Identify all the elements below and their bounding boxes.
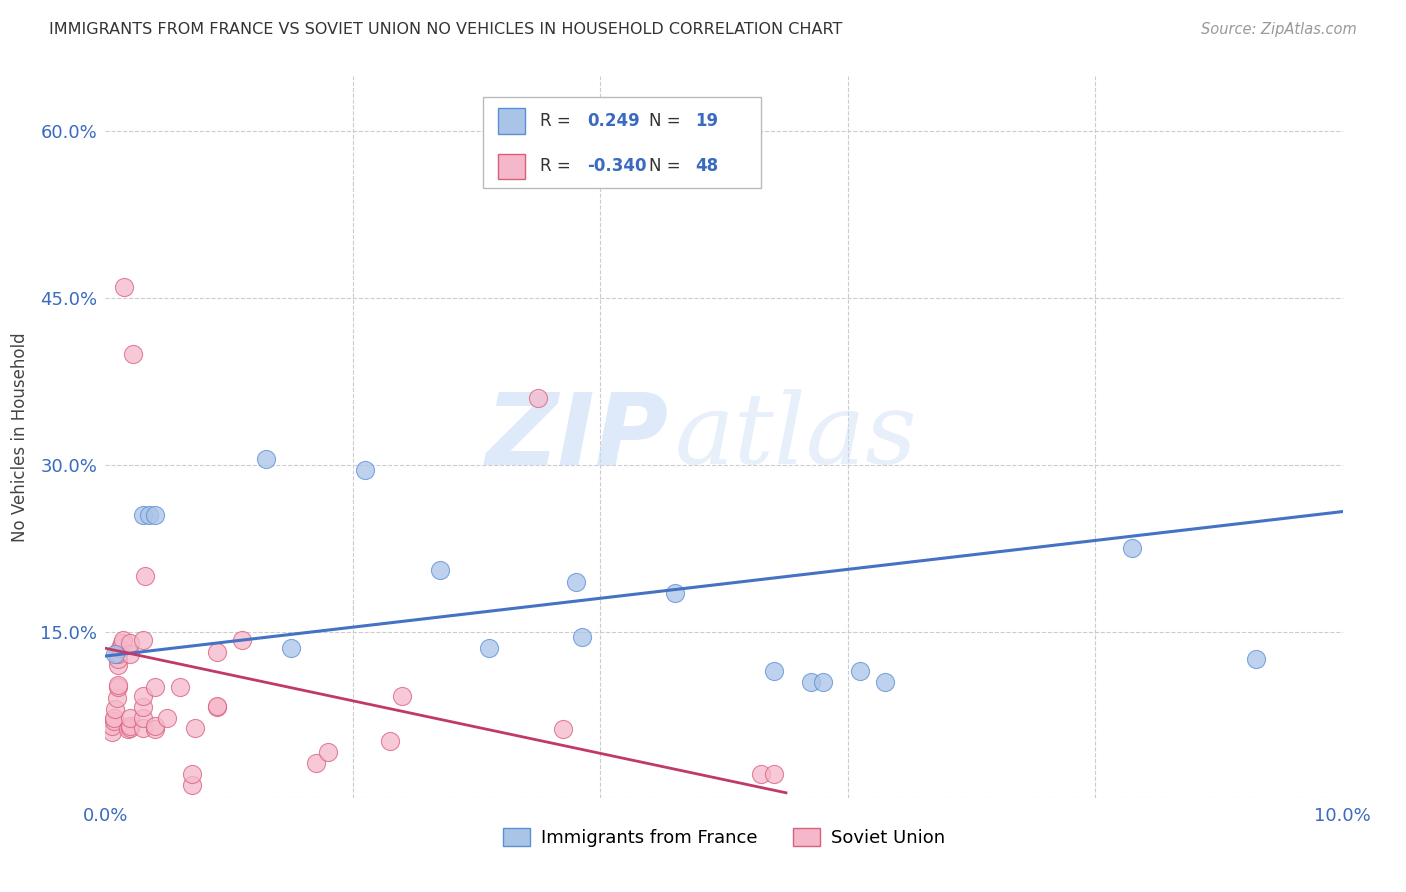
Point xyxy=(111,633,134,648)
Text: ZIP: ZIP xyxy=(485,389,668,485)
Point xyxy=(183,721,205,735)
FancyBboxPatch shape xyxy=(498,153,524,179)
Point xyxy=(1244,652,1267,666)
Point xyxy=(156,711,179,725)
Point xyxy=(762,767,785,781)
Point xyxy=(429,564,451,578)
Point xyxy=(131,633,153,648)
Text: atlas: atlas xyxy=(675,390,917,484)
Point xyxy=(169,680,191,694)
Point xyxy=(305,756,328,770)
Text: IMMIGRANTS FROM FRANCE VS SOVIET UNION NO VEHICLES IN HOUSEHOLD CORRELATION CHAR: IMMIGRANTS FROM FRANCE VS SOVIET UNION N… xyxy=(49,22,842,37)
Point xyxy=(280,641,302,656)
Point xyxy=(254,452,277,467)
Point xyxy=(131,721,153,735)
Legend: Immigrants from France, Soviet Union: Immigrants from France, Soviet Union xyxy=(495,822,953,855)
Text: -0.340: -0.340 xyxy=(586,158,647,176)
Point xyxy=(143,719,166,733)
Text: R =: R = xyxy=(540,112,575,130)
Point xyxy=(553,723,575,737)
Text: 48: 48 xyxy=(696,158,718,176)
Point xyxy=(354,463,377,477)
Point xyxy=(800,674,823,689)
Point xyxy=(103,711,125,725)
Point xyxy=(104,702,127,716)
Point xyxy=(120,647,142,661)
Point xyxy=(120,719,142,733)
Text: N =: N = xyxy=(648,112,686,130)
Point xyxy=(571,630,593,644)
Point xyxy=(143,723,166,737)
Point xyxy=(107,657,129,672)
Point xyxy=(873,674,896,689)
Point xyxy=(664,585,686,599)
Point xyxy=(107,647,129,661)
Point xyxy=(205,699,228,714)
Point xyxy=(143,680,166,694)
Point xyxy=(120,711,142,725)
Point xyxy=(205,645,228,659)
Text: 19: 19 xyxy=(696,112,718,130)
Point xyxy=(181,778,204,792)
Point xyxy=(131,700,153,714)
Point xyxy=(100,719,122,733)
Point xyxy=(143,508,166,522)
Point xyxy=(131,689,153,703)
Point xyxy=(110,636,132,650)
Point xyxy=(231,633,253,648)
Y-axis label: No Vehicles in Household: No Vehicles in Household xyxy=(11,332,30,542)
Point xyxy=(131,508,153,522)
Point xyxy=(378,733,401,747)
Point xyxy=(107,678,129,692)
Text: N =: N = xyxy=(648,158,686,176)
Point xyxy=(112,280,135,294)
Point xyxy=(105,691,128,706)
Point xyxy=(110,641,132,656)
Point xyxy=(564,574,586,589)
Point xyxy=(762,664,785,678)
Point xyxy=(478,641,501,656)
Point xyxy=(117,723,139,737)
Text: 0.249: 0.249 xyxy=(586,112,640,130)
Point xyxy=(391,689,413,703)
Point xyxy=(121,347,143,361)
Point xyxy=(131,711,153,725)
Text: Source: ZipAtlas.com: Source: ZipAtlas.com xyxy=(1201,22,1357,37)
Point xyxy=(104,647,127,661)
Point xyxy=(120,636,142,650)
Point xyxy=(100,724,122,739)
Point xyxy=(1121,541,1143,556)
Point xyxy=(107,680,129,694)
Point xyxy=(181,767,204,781)
Point xyxy=(138,508,160,522)
Point xyxy=(103,714,125,728)
Point xyxy=(849,664,872,678)
Text: R =: R = xyxy=(540,158,575,176)
Point xyxy=(205,700,228,714)
Point xyxy=(749,767,772,781)
Point xyxy=(120,721,142,735)
Point xyxy=(316,745,339,759)
Point xyxy=(527,391,550,405)
Point xyxy=(134,569,156,583)
FancyBboxPatch shape xyxy=(482,97,761,188)
Point xyxy=(811,674,834,689)
FancyBboxPatch shape xyxy=(498,108,524,134)
Point xyxy=(107,652,129,666)
